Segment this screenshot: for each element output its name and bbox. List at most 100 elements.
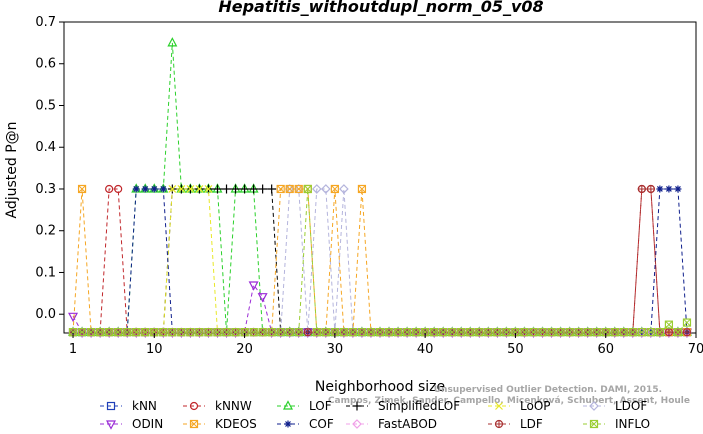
- data-point: [222, 328, 231, 337]
- data-point: [294, 328, 303, 337]
- data-point: [637, 184, 646, 194]
- x-axis-label: Neighborhood size: [315, 379, 445, 395]
- data-point: [105, 184, 114, 194]
- data-point: [321, 328, 330, 337]
- data-point: [141, 185, 149, 193]
- legend-label: LDF: [520, 417, 543, 431]
- data-point: [204, 185, 213, 193]
- y-tick-label: 0.7: [35, 15, 56, 30]
- data-point: [311, 184, 322, 194]
- data-point: [105, 328, 114, 337]
- legend-item-odin: ODIN: [100, 417, 163, 431]
- data-point: [303, 328, 312, 337]
- x-tick-label: 10: [146, 342, 163, 357]
- y-tick-label: 0.6: [35, 57, 56, 72]
- data-point: [222, 184, 232, 194]
- legend-marker: [189, 401, 199, 411]
- data-point: [86, 328, 96, 337]
- data-point: [285, 328, 294, 337]
- data-point: [248, 281, 259, 291]
- data-point: [294, 184, 303, 194]
- legend-item-knnw: kNNW: [183, 399, 252, 413]
- data-point: [159, 328, 168, 337]
- legend-item-inflo: INFLO: [583, 417, 650, 431]
- y-tick-label: 0.2: [35, 224, 56, 239]
- data-point: [168, 185, 177, 193]
- data-point: [177, 185, 186, 193]
- x-tick-label: 60: [597, 342, 614, 357]
- legend-label: ODIN: [132, 417, 163, 431]
- data-point: [141, 328, 150, 337]
- legend-marker: [352, 419, 362, 429]
- data-point: [114, 184, 123, 194]
- data-point: [574, 328, 583, 337]
- y-tick-label: 0.1: [35, 265, 56, 280]
- legend-label: FastABOD: [378, 417, 437, 431]
- x-tick-label: 30: [327, 342, 344, 357]
- legend-item-lof: LOF: [277, 399, 332, 413]
- data-point: [448, 328, 457, 337]
- data-point: [167, 37, 178, 47]
- x-tick-label: 50: [507, 342, 524, 357]
- data-point: [656, 185, 664, 193]
- data-point: [177, 328, 186, 337]
- data-point: [258, 184, 268, 194]
- data-point: [231, 328, 240, 337]
- watermark-line-2: Campos, Zimek, Sander, Campello, Micenko…: [328, 396, 690, 406]
- legend-marker: [352, 401, 362, 411]
- legend-label: COF: [309, 417, 334, 431]
- data-point: [682, 318, 692, 327]
- data-point: [249, 184, 259, 194]
- data-point: [430, 328, 439, 337]
- data-point: [637, 328, 646, 337]
- data-point: [646, 328, 655, 337]
- data-point: [529, 328, 538, 337]
- legend-label: SimplifiedLOF: [378, 399, 460, 413]
- legend-marker: [494, 419, 504, 429]
- legend-label: LDOF: [615, 399, 647, 413]
- legend-marker: [189, 419, 199, 429]
- data-point: [267, 184, 277, 194]
- data-point: [412, 328, 421, 337]
- legend-item-simplifiedlof: SimplifiedLOF: [346, 399, 460, 413]
- data-point: [664, 320, 674, 329]
- plot-area: [63, 21, 697, 334]
- y-tick-label: 0.3: [35, 182, 56, 197]
- legend-label: kNNW: [215, 399, 252, 413]
- data-point: [610, 328, 619, 337]
- data-point: [348, 328, 358, 337]
- legend-item-loop: LoOP: [488, 399, 551, 413]
- data-point: [320, 184, 331, 194]
- data-point: [195, 328, 204, 337]
- legend-marker: [284, 420, 292, 428]
- data-point: [457, 328, 466, 337]
- data-point: [646, 184, 655, 194]
- series-inflo: [68, 184, 692, 337]
- watermark-line-1: Unsupervised Outlier Detection. DAMI, 20…: [434, 385, 662, 395]
- data-point: [366, 328, 376, 337]
- data-point: [276, 184, 285, 194]
- legend-item-kdeos: KDEOS: [183, 417, 257, 431]
- data-point: [257, 293, 268, 303]
- data-point: [150, 185, 158, 193]
- y-axis: 0.0 0.1 0.2 0.3 0.4 0.5 0.6 0.7: [35, 15, 64, 322]
- data-point: [673, 328, 683, 337]
- data-point: [384, 328, 394, 337]
- data-point: [114, 328, 123, 337]
- data-point: [186, 185, 195, 193]
- data-point: [655, 328, 664, 337]
- data-point: [168, 328, 177, 337]
- legend-item-ldof: LDOF: [583, 399, 647, 413]
- data-point: [556, 328, 565, 337]
- legend-item-ldf: LDF: [488, 417, 543, 431]
- legend-marker: [106, 401, 116, 411]
- legend-item-fastabod: FastABOD: [346, 417, 437, 431]
- legend: kNN kNNW LOF SimplifiedLOF LoOP LDOF ODIN KDEOS…: [100, 399, 650, 431]
- legend-label: LOF: [309, 399, 332, 413]
- data-point: [493, 328, 502, 337]
- legend-marker: [106, 420, 116, 430]
- data-point: [628, 328, 637, 337]
- data-point: [132, 328, 141, 337]
- x-tick-label: 1: [69, 342, 77, 357]
- data-point: [159, 185, 167, 193]
